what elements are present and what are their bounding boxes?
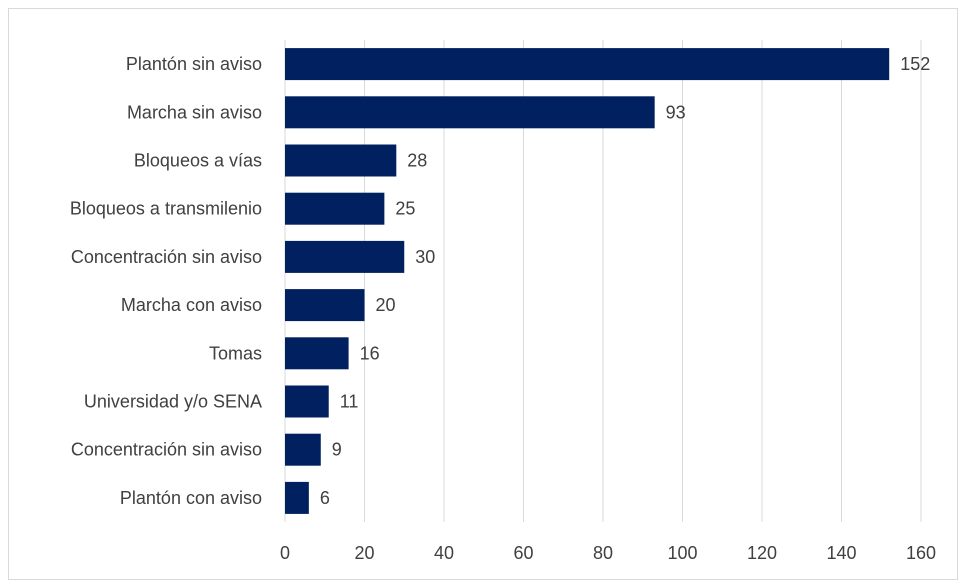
data-labels: 152 93 28 25 30 20 16 11 9 6 [320,54,930,508]
bar [285,385,329,418]
bars [285,48,890,514]
data-label: 6 [320,488,330,508]
bar [285,144,397,177]
x-tick-label: 40 [434,543,454,563]
category-label: Plantón con aviso [120,488,262,508]
category-label: Bloqueos a vías [134,151,262,171]
bar [285,433,321,466]
category-label: Universidad y/o SENA [84,392,262,412]
x-tick-label: 80 [593,543,613,563]
bar [285,481,309,514]
bar [285,289,365,322]
bar [285,240,405,273]
x-tick-label: 140 [826,543,856,563]
category-label: Concentración sin aviso [71,247,262,267]
x-tick-label: 160 [906,543,936,563]
bar [285,48,890,81]
category-label: Marcha con aviso [121,295,262,315]
bar [285,96,655,129]
data-label: 28 [407,151,427,171]
data-label: 16 [360,343,380,363]
data-label: 93 [666,102,686,122]
category-axis: Plantón sin aviso Marcha sin aviso Bloqueo… [70,54,262,508]
x-tick-label: 60 [513,543,533,563]
category-label: Bloqueos a transmilenio [70,199,262,219]
data-label: 25 [395,199,415,219]
x-tick-label: 0 [280,543,290,563]
data-label: 152 [900,54,930,74]
category-label: Plantón sin aviso [126,54,262,74]
value-axis-ticks: 0 20 40 60 80 100 120 140 160 [280,543,936,563]
data-label: 9 [332,440,342,460]
data-label: 11 [340,392,359,412]
bar [285,192,385,225]
bar [285,337,349,370]
data-label: 20 [376,295,396,315]
x-tick-label: 100 [667,543,697,563]
category-label: Marcha sin aviso [127,102,262,122]
category-label: Concentración sin aviso [71,440,262,460]
category-label: Tomas [209,343,262,363]
x-tick-label: 120 [747,543,777,563]
data-label: 30 [415,247,435,267]
x-tick-label: 20 [354,543,374,563]
